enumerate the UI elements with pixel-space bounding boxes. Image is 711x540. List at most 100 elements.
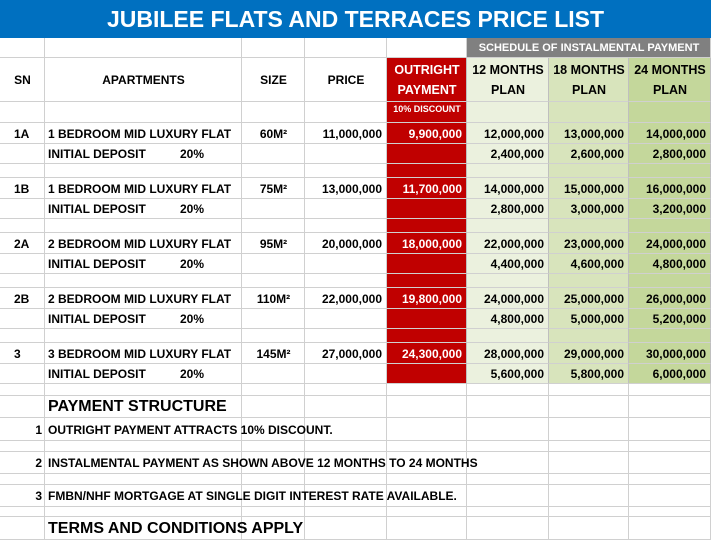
plan-24: 30,000,000 <box>645 346 706 361</box>
cell <box>387 384 467 396</box>
cell <box>45 219 242 233</box>
deposit-label: INITIAL DEPOSIT <box>48 367 146 381</box>
deposit-label: INITIAL DEPOSIT <box>48 312 146 326</box>
cell <box>387 199 467 219</box>
cell <box>629 274 711 288</box>
cell <box>387 178 467 199</box>
cell <box>549 144 629 164</box>
cell <box>45 418 242 441</box>
plan-12: 12,000,000 <box>483 126 544 141</box>
cell <box>387 396 467 418</box>
deposit-24: 2,800,000 <box>652 147 706 161</box>
cell <box>549 199 629 219</box>
cell <box>467 254 549 274</box>
cell <box>45 452 242 474</box>
cell <box>305 102 387 123</box>
apartment: 1 BEDROOM MID LUXURY FLAT <box>48 126 232 141</box>
plan-18: 15,000,000 <box>563 181 624 196</box>
cell <box>467 364 549 384</box>
title: JUBILEE FLATS AND TERRACES PRICE LIST <box>106 5 605 32</box>
column-header: PRICE <box>327 73 365 87</box>
cell <box>45 485 242 507</box>
plan-24: 16,000,000 <box>645 181 706 196</box>
cell <box>45 178 242 199</box>
cell <box>305 343 387 364</box>
cell <box>387 288 467 309</box>
cell <box>242 274 305 288</box>
plan-18: 25,000,000 <box>563 291 624 306</box>
cell <box>242 418 305 441</box>
cell <box>549 474 629 485</box>
cell <box>242 452 305 474</box>
cell <box>467 329 549 343</box>
cell <box>387 474 467 485</box>
cell <box>629 164 711 178</box>
cell <box>0 58 45 102</box>
cell <box>387 309 467 329</box>
size: 75M² <box>259 181 288 196</box>
deposit-12: 4,800,000 <box>490 312 544 326</box>
cell <box>467 343 549 364</box>
deposit-18: 4,600,000 <box>570 257 624 271</box>
cell <box>305 274 387 288</box>
cell <box>242 123 305 144</box>
cell <box>242 58 305 102</box>
cell <box>0 309 45 329</box>
cell <box>305 288 387 309</box>
cell <box>242 254 305 274</box>
column-header: 18 MONTHS PLAN <box>553 63 625 97</box>
deposit-12: 2,400,000 <box>490 147 544 161</box>
plan-24: 24,000,000 <box>645 236 706 251</box>
cell <box>45 343 242 364</box>
cell <box>0 102 45 123</box>
plan-12: 24,000,000 <box>483 291 544 306</box>
plan-12: 14,000,000 <box>483 181 544 196</box>
cell <box>467 441 549 452</box>
price: 11,000,000 <box>322 126 382 141</box>
cell <box>305 418 387 441</box>
cell <box>0 485 45 507</box>
cell <box>467 418 549 441</box>
cell <box>305 219 387 233</box>
cell <box>387 58 467 102</box>
cell <box>242 485 305 507</box>
cell <box>387 485 467 507</box>
cell <box>0 507 45 517</box>
cell <box>305 441 387 452</box>
cell <box>387 364 467 384</box>
cell <box>45 274 242 288</box>
cell <box>45 144 242 164</box>
cell <box>467 123 549 144</box>
cell <box>305 144 387 164</box>
cell <box>0 199 45 219</box>
cell <box>549 288 629 309</box>
cell <box>242 507 305 517</box>
deposit-label: INITIAL DEPOSIT <box>48 202 146 216</box>
cell <box>629 517 711 540</box>
cell <box>549 274 629 288</box>
cell <box>0 274 45 288</box>
cell <box>549 507 629 517</box>
cell <box>467 102 549 123</box>
column-header: SIZE <box>260 73 287 87</box>
cell <box>387 164 467 178</box>
column-header: 24 MONTHS PLAN <box>634 63 706 97</box>
cell <box>549 343 629 364</box>
cell <box>305 364 387 384</box>
cell <box>467 288 549 309</box>
cell <box>467 485 549 507</box>
cell <box>387 274 467 288</box>
cell <box>305 38 387 58</box>
cell <box>467 144 549 164</box>
cell <box>242 199 305 219</box>
cell <box>45 58 242 102</box>
cell <box>549 219 629 233</box>
cell <box>0 219 45 233</box>
cell <box>0 474 45 485</box>
plan-18: 13,000,000 <box>563 126 624 141</box>
deposit-24: 4,800,000 <box>652 257 706 271</box>
cell <box>0 517 45 540</box>
item-text: FMBN/NHF MORTGAGE AT SINGLE DIGIT INTERE… <box>48 489 457 503</box>
cell <box>629 58 711 102</box>
